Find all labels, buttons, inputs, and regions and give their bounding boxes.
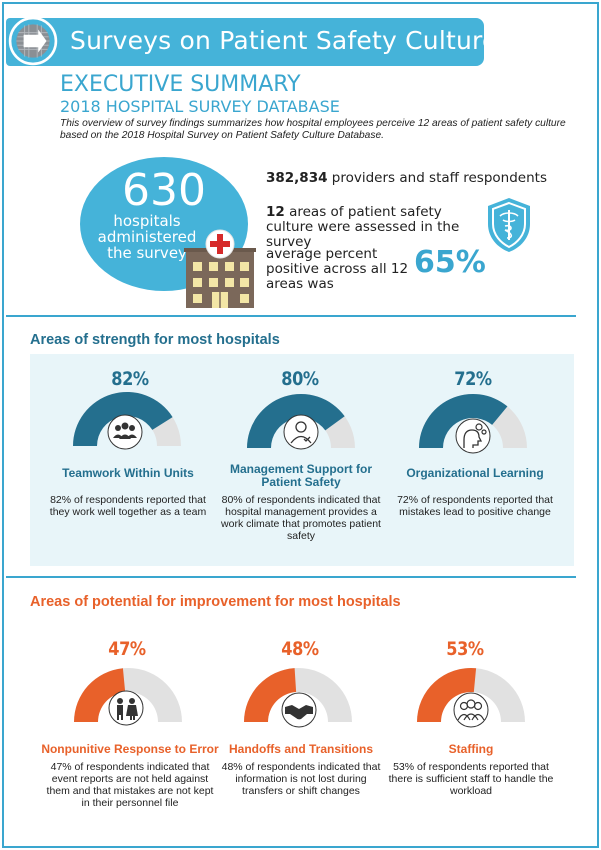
improvement-title: Handoffs and Transitions [228,742,373,756]
strength-description: 80% of respondents indicated that hospit… [221,494,381,542]
strengths-heading: Areas of strength for most hospitals [30,332,280,348]
medical-shield-icon [488,198,530,252]
intro-text: This overview of survey findings summari… [60,118,566,141]
improvement-title: Nonpunitive Response to Error [41,742,219,756]
section-divider [6,576,576,578]
improvements-heading: Areas of potential for improvement for m… [30,594,401,610]
team-icon [107,414,143,450]
strength-percent: 80% [281,368,319,390]
hospitals-number: 630 [122,165,206,216]
average-stat-text: average percent positive across all 12 a… [266,246,409,292]
improvement-percent: 48% [281,638,319,660]
page-title: EXECUTIVE SUMMARY [60,72,301,97]
strength-title: Teamwork Within Units [62,466,194,480]
learning-icon [455,418,491,454]
strengths-panel [30,354,574,566]
page-subtitle: 2018 HOSPITAL SURVEY DATABASE [60,97,340,116]
strength-description: 72% of respondents reported that mistake… [397,494,553,518]
improvement-gauge [74,668,182,722]
hospitals-label: hospitals administered the survey [97,212,197,262]
strength-gauge [419,394,527,448]
average-stat-value: 65% [414,245,486,280]
improvement-percent: 47% [108,638,146,660]
staff-icon [108,690,144,726]
handshake-icon [281,692,317,728]
improvement-description: 47% of respondents indicated that event … [46,761,214,809]
group-icon [453,692,489,728]
areas-stat: 12 areas of patient safety culture were … [266,204,460,250]
improvement-gauge [417,668,525,722]
strength-gauge [247,394,355,448]
strength-title: Management Support for Patient Safety [229,462,372,489]
strength-gauge [73,392,181,446]
arrow-logo-icon [8,16,58,66]
banner-title: Surveys on Patient Safety CultureTM [70,26,510,55]
hospital-icon [184,229,256,308]
improvement-description: 48% of respondents indicated that inform… [221,761,381,797]
improvement-title: Staffing [448,742,494,756]
strength-percent: 72% [454,368,492,390]
strength-title: Organizational Learning [406,466,544,480]
strength-description: 82% of respondents reported that they wo… [49,494,207,518]
improvement-gauge [244,668,352,722]
respondents-stat: 382,834 providers and staff respondents [266,170,547,186]
improvement-description: 53% of respondents reported that there i… [388,761,554,797]
strength-percent: 82% [111,368,149,390]
section-divider [6,315,576,317]
improvement-percent: 53% [446,638,484,660]
manager-icon [283,414,319,450]
title-banner: Surveys on Patient Safety CultureTM [6,18,510,66]
